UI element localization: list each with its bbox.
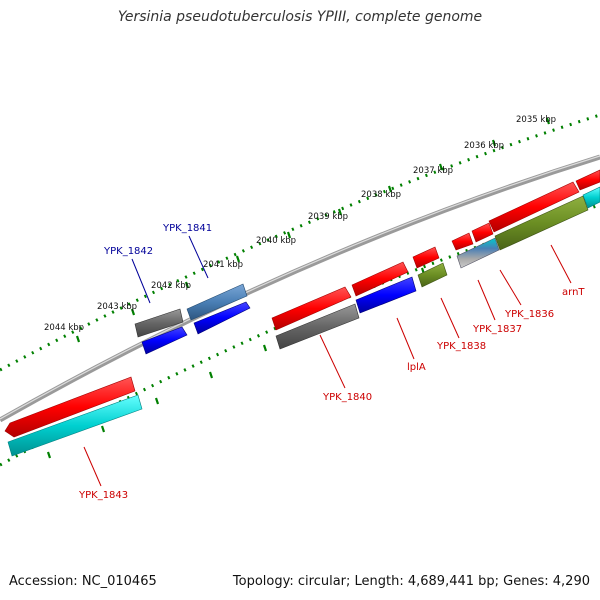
gene-bar-ypk1838-olive[interactable] (417, 262, 448, 288)
map-title: Yersinia pseudotuberculosis YPIII, compl… (117, 9, 483, 25)
gene-label-ypk1841[interactable]: YPK_1841 (162, 223, 212, 234)
gene-bar-ypk1837-mixed[interactable] (456, 237, 500, 269)
major-tick (46, 451, 52, 459)
leader-arnt (550, 244, 572, 284)
major-tick (438, 163, 444, 171)
gene-bar-lpla-blue[interactable] (355, 276, 417, 314)
genome-info-text: Topology: circular; Length: 4,689,441 bp… (232, 574, 590, 589)
major-tick (337, 208, 343, 216)
leader-ypk1841 (188, 235, 209, 279)
gene-arrow-ypk1837-red[interactable] (451, 232, 474, 251)
leader-lpla (396, 317, 415, 360)
gene-arrow-ypk1840-red[interactable] (271, 286, 352, 331)
gene-arrow-ypk1837b-red[interactable] (471, 222, 494, 243)
gene-label-arnt[interactable]: arnT (562, 287, 585, 298)
label-leaders (83, 235, 572, 487)
major-tick (545, 117, 551, 125)
gene-label-ypk1840[interactable]: YPK_1840 (322, 392, 372, 403)
major-tick (184, 281, 190, 289)
kbp-label: 2041 kbp (203, 260, 243, 270)
leader-ypk1843 (83, 446, 102, 487)
gene-arrow-ypk1838-red[interactable] (412, 246, 440, 269)
gene-arrow-ypk1842-blue[interactable] (141, 326, 188, 355)
leader-ypk1838 (440, 297, 460, 339)
gene-label-ypk1837[interactable]: YPK_1837 (472, 324, 522, 335)
major-tick (154, 397, 160, 405)
kbp-label: 2039 kbp (308, 212, 348, 222)
major-tick (100, 425, 106, 433)
gene-arrow-ypk1843-forward[interactable] (4, 376, 136, 438)
kbp-label: 2042 kbp (151, 281, 191, 291)
major-tick (491, 139, 497, 147)
leader-ypk1837 (477, 279, 496, 321)
leader-ypk1842 (131, 258, 151, 304)
major-tick (286, 231, 292, 239)
kbp-label: 2036 kbp (464, 141, 504, 151)
gene-arrow-ypk1836-red[interactable] (488, 181, 580, 233)
genome-backbone (0, 154, 600, 423)
gene-arrow-ypk1841-blue[interactable] (193, 301, 251, 335)
major-tick (75, 335, 81, 343)
leader-ypk1836 (499, 269, 522, 306)
gene-label-ypk1838[interactable]: YPK_1838 (436, 341, 486, 352)
accession-text: Accession: NC_010465 (9, 574, 157, 589)
kbp-label: 2043 kbp (97, 302, 137, 312)
gene-arrow-lpla-red[interactable] (351, 261, 409, 297)
major-tick (130, 308, 136, 316)
gene-arrow-ypk1841-steelblue[interactable] (186, 283, 248, 321)
kbp-label: 2035 kbp (516, 115, 556, 125)
gene-label-ypk1836[interactable]: YPK_1836 (504, 309, 554, 320)
major-tick (387, 185, 393, 193)
major-tick (262, 344, 268, 352)
gene-label-lpla[interactable]: lplA (407, 362, 426, 373)
gene-bar-ypk1836-olive[interactable] (494, 195, 589, 251)
kbp-label: 2044 kbp (44, 323, 84, 333)
genome-backbone-highlight (0, 155, 600, 420)
kbp-label: 2037 kbp (413, 166, 453, 176)
kbp-label: 2040 kbp (256, 236, 296, 246)
gene-label-ypk1843[interactable]: YPK_1843 (78, 490, 128, 501)
kbp-label: 2038 kbp (361, 190, 401, 200)
gene-arrow-arnt-red[interactable] (575, 169, 600, 191)
gene-bar-ypk1840-grey[interactable] (275, 303, 360, 350)
gene-bar-ypk1843-reverse[interactable] (7, 394, 143, 457)
gene-label-ypk1842[interactable]: YPK_1842 (103, 246, 153, 257)
gene-bar-arnt-cyan[interactable] (582, 186, 600, 209)
major-tick (235, 255, 241, 263)
leader-ypk1840 (319, 334, 346, 389)
major-tick (208, 371, 214, 379)
gene-bar-ypk1842-grey[interactable] (134, 308, 184, 338)
